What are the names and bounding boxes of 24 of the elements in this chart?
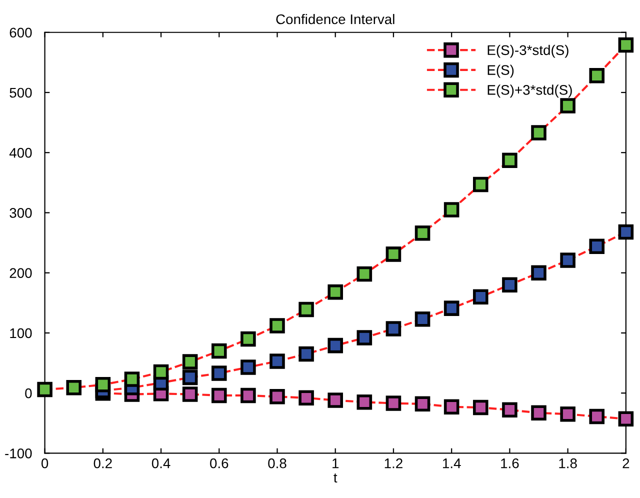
legend-label: E(S) — [488, 64, 514, 78]
y-tick-label: 0 — [25, 388, 32, 398]
x-tick-label: 1.6 — [501, 458, 519, 468]
y-tick-label: -100 — [5, 448, 32, 458]
y-tick-label: 300 — [10, 208, 32, 218]
y-tick-label: 200 — [10, 268, 32, 278]
x-tick-label: 0.4 — [152, 458, 170, 468]
legend-label: E(S)+3*std(S) — [488, 84, 572, 98]
legend-label: E(S)-3*std(S) — [488, 44, 568, 58]
y-tick-label: 500 — [10, 88, 32, 98]
x-tick-label: 1.4 — [442, 458, 461, 468]
x-tick-label: 0.8 — [268, 458, 286, 468]
y-tick-label: 600 — [10, 28, 32, 38]
y-tick-label: 100 — [10, 328, 32, 338]
x-tick-label: 1.2 — [384, 458, 402, 468]
x-tick-label: 0.2 — [94, 458, 112, 468]
x-axis-title: t — [334, 473, 338, 483]
x-tick-label: 1.8 — [559, 458, 577, 468]
x-tick-label: 1 — [332, 458, 339, 468]
x-tick-label: 0.6 — [210, 458, 228, 468]
chart-title: Confidence Interval — [276, 14, 394, 24]
x-tick-label: 2 — [622, 458, 630, 468]
y-tick-label: 400 — [9, 148, 32, 158]
x-tick-label: 0 — [41, 458, 48, 468]
